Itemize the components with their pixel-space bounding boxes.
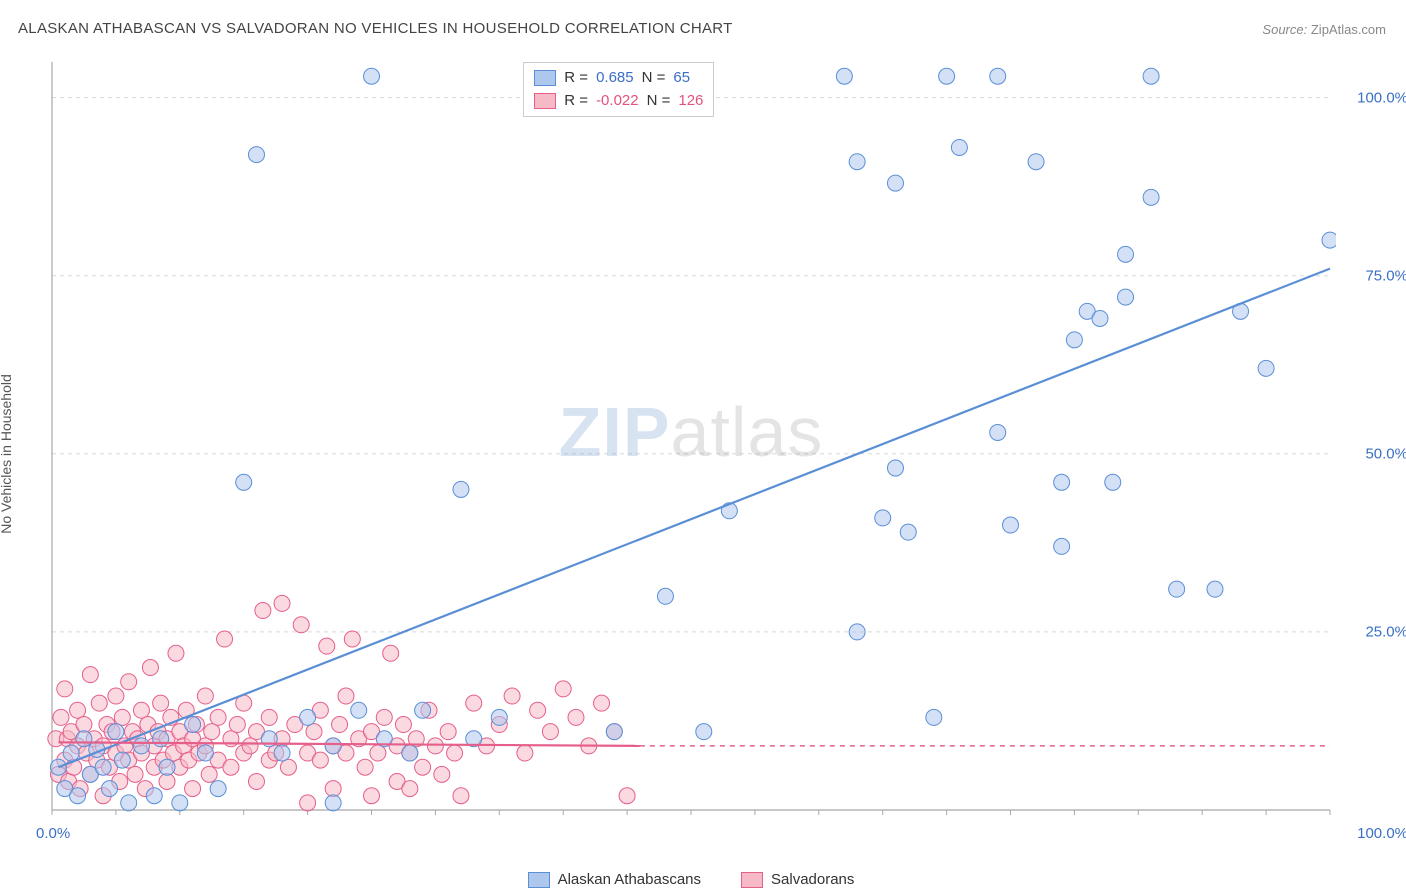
legend-label-series2: Salvadorans	[771, 871, 854, 888]
scatter-chart-svg	[46, 56, 1336, 816]
legend-item-series2: Salvadorans	[741, 871, 854, 888]
source-value: ZipAtlas.com	[1311, 22, 1386, 37]
legend-item-series1: Alaskan Athabascans	[528, 871, 701, 888]
n-label-2: N =	[647, 90, 671, 113]
n-label-1: N =	[642, 67, 666, 90]
source-attribution: Source: ZipAtlas.com	[1262, 22, 1386, 37]
y-tick-25: 25.0%	[1365, 623, 1406, 640]
r-value-1: 0.685	[596, 67, 634, 90]
n-value-1: 65	[673, 67, 690, 90]
stats-row-series1: R = 0.685 N = 65	[534, 67, 703, 90]
n-value-2: 126	[678, 90, 703, 113]
x-tick-0: 0.0%	[36, 825, 70, 842]
chart-area: ZIPatlas R = 0.685 N = 65 R = -0.022 N =…	[46, 56, 1336, 816]
swatch-series1	[534, 70, 556, 86]
r-value-2: -0.022	[596, 90, 639, 113]
y-tick-75: 75.0%	[1365, 267, 1406, 284]
legend-swatch-series1	[528, 872, 550, 888]
r-label-2: R =	[564, 90, 588, 113]
correlation-stats-box: R = 0.685 N = 65 R = -0.022 N = 126	[523, 62, 714, 117]
y-tick-50: 50.0%	[1365, 445, 1406, 462]
y-axis-label: No Vehicles in Household	[0, 374, 14, 534]
y-tick-100: 100.0%	[1357, 89, 1406, 106]
swatch-series2	[534, 93, 556, 109]
legend: Alaskan Athabascans Salvadorans	[46, 871, 1336, 888]
x-tick-100: 100.0%	[1357, 825, 1406, 842]
legend-swatch-series2	[741, 872, 763, 888]
legend-label-series1: Alaskan Athabascans	[558, 871, 701, 888]
stats-row-series2: R = -0.022 N = 126	[534, 90, 703, 113]
source-label: Source:	[1262, 22, 1307, 37]
chart-title: ALASKAN ATHABASCAN VS SALVADORAN NO VEHI…	[18, 20, 733, 37]
r-label-1: R =	[564, 67, 588, 90]
